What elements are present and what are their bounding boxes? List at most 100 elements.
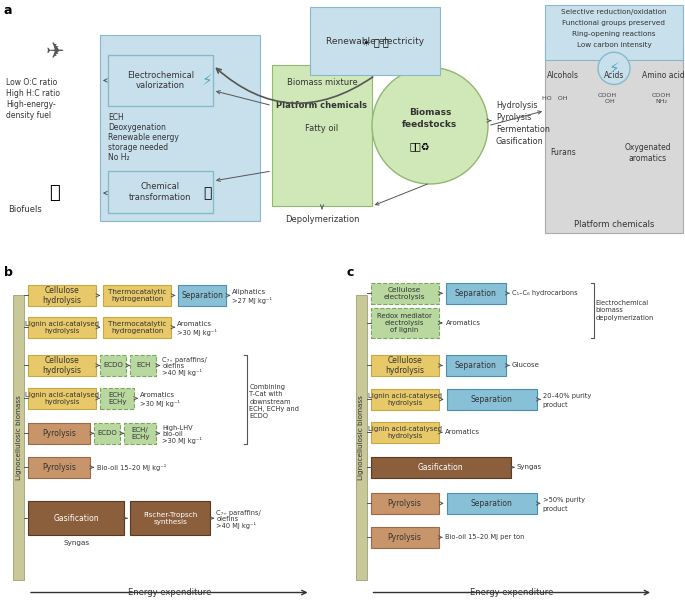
- FancyBboxPatch shape: [371, 422, 438, 443]
- Text: Cellulose
electrolysis: Cellulose electrolysis: [384, 287, 425, 300]
- Text: Ring-opening reactions: Ring-opening reactions: [572, 31, 656, 37]
- Text: Furans: Furans: [550, 148, 576, 157]
- Text: a: a: [4, 4, 12, 17]
- Text: Gasification: Gasification: [418, 463, 464, 472]
- Text: HO   OH: HO OH: [543, 96, 568, 101]
- FancyBboxPatch shape: [28, 388, 96, 409]
- FancyBboxPatch shape: [272, 66, 372, 206]
- Text: ECH: ECH: [136, 362, 151, 368]
- FancyBboxPatch shape: [100, 388, 134, 409]
- Text: Renewable electricity: Renewable electricity: [326, 37, 424, 46]
- Text: Bio-oil 15–20 MJ kg⁻¹: Bio-oil 15–20 MJ kg⁻¹: [97, 464, 166, 471]
- FancyBboxPatch shape: [108, 55, 213, 106]
- FancyBboxPatch shape: [356, 296, 366, 580]
- Circle shape: [598, 52, 630, 85]
- Text: Combining: Combining: [249, 383, 286, 389]
- FancyBboxPatch shape: [103, 285, 171, 306]
- Text: Chemical
transformation: Chemical transformation: [129, 182, 192, 202]
- Text: High-LHV: High-LHV: [162, 425, 193, 431]
- Text: Alcohols: Alcohols: [547, 71, 579, 80]
- Text: Gasification: Gasification: [53, 514, 99, 523]
- FancyBboxPatch shape: [103, 317, 171, 338]
- Text: Renewable energy: Renewable energy: [108, 133, 179, 142]
- Text: Selective reduction/oxidation: Selective reduction/oxidation: [561, 9, 667, 15]
- Text: c: c: [347, 266, 354, 279]
- Text: ECDO: ECDO: [249, 413, 269, 419]
- Text: Biomass mixture: Biomass mixture: [286, 78, 358, 87]
- Text: Biofuels: Biofuels: [8, 205, 42, 213]
- FancyBboxPatch shape: [545, 44, 683, 233]
- Text: Separation: Separation: [471, 499, 512, 508]
- Text: C₇₊ paraffins/: C₇₊ paraffins/: [162, 357, 207, 363]
- Text: >27 MJ kg⁻¹: >27 MJ kg⁻¹: [232, 297, 273, 304]
- Text: Lignin acid-catalysed
hydrolysis: Lignin acid-catalysed hydrolysis: [368, 426, 442, 439]
- FancyBboxPatch shape: [310, 7, 440, 75]
- FancyBboxPatch shape: [100, 35, 260, 221]
- Text: Pyrolysis: Pyrolysis: [42, 429, 76, 438]
- Text: Oxygenated
aromatics: Oxygenated aromatics: [625, 143, 671, 162]
- Text: Thermocatalytic
hydrogenation: Thermocatalytic hydrogenation: [108, 289, 166, 302]
- Text: Gasification: Gasification: [496, 137, 544, 146]
- Text: Lignin acid-catalysed
hydrolysis: Lignin acid-catalysed hydrolysis: [25, 392, 99, 405]
- FancyBboxPatch shape: [28, 423, 90, 444]
- FancyBboxPatch shape: [446, 282, 506, 304]
- Text: High H:C ratio: High H:C ratio: [6, 89, 60, 98]
- FancyBboxPatch shape: [371, 457, 511, 478]
- Text: Low O:C ratio: Low O:C ratio: [6, 78, 58, 87]
- Text: ✈: ✈: [46, 42, 64, 63]
- Text: bio-oil: bio-oil: [162, 432, 183, 438]
- Text: Platform chemicals: Platform chemicals: [574, 220, 654, 229]
- Text: depolymerization: depolymerization: [596, 315, 654, 321]
- FancyBboxPatch shape: [130, 501, 210, 535]
- Text: Low carbon intensity: Low carbon intensity: [577, 42, 651, 48]
- Circle shape: [372, 67, 488, 184]
- Text: Redox mediator
electrolysis
of lignin: Redox mediator electrolysis of lignin: [377, 313, 432, 333]
- Text: Lignin acid-catalysed
hydrolysis: Lignin acid-catalysed hydrolysis: [25, 321, 99, 334]
- Text: product: product: [543, 401, 569, 407]
- Text: feedstocks: feedstocks: [402, 120, 458, 129]
- Text: Aliphatics: Aliphatics: [232, 289, 266, 295]
- Text: >40 MJ kg⁻¹: >40 MJ kg⁻¹: [216, 522, 256, 529]
- Text: Functional groups preserved: Functional groups preserved: [562, 20, 666, 26]
- FancyBboxPatch shape: [371, 308, 438, 338]
- FancyBboxPatch shape: [130, 355, 156, 376]
- Text: Fermentation: Fermentation: [496, 125, 550, 134]
- Text: COOH
   OH: COOH OH: [597, 93, 617, 104]
- Text: Thermocatalytic
hydrogenation: Thermocatalytic hydrogenation: [108, 321, 166, 334]
- Text: Acids: Acids: [603, 71, 624, 80]
- Text: product: product: [543, 505, 569, 511]
- Text: Aromatics: Aromatics: [140, 392, 175, 398]
- Text: Pyrolysis: Pyrolysis: [388, 533, 421, 542]
- Text: 🌿🌲♻: 🌿🌲♻: [410, 141, 430, 151]
- FancyBboxPatch shape: [447, 493, 537, 514]
- Text: T-Cat with: T-Cat with: [249, 391, 283, 397]
- Text: Platform chemicals: Platform chemicals: [277, 101, 367, 110]
- Text: storage needed: storage needed: [108, 143, 168, 152]
- FancyBboxPatch shape: [371, 355, 438, 376]
- Text: Fatty oil: Fatty oil: [306, 124, 338, 133]
- Text: Aromatics: Aromatics: [446, 320, 481, 326]
- Text: Syngas: Syngas: [516, 465, 542, 471]
- Text: Amino acids: Amino acids: [642, 71, 685, 80]
- FancyBboxPatch shape: [28, 317, 96, 338]
- Text: Lignocellulosic biomass: Lignocellulosic biomass: [16, 395, 21, 480]
- Text: ECDO: ECDO: [103, 362, 123, 368]
- Text: Deoxygenation: Deoxygenation: [108, 123, 166, 132]
- FancyBboxPatch shape: [545, 5, 683, 60]
- FancyBboxPatch shape: [28, 285, 96, 306]
- Text: Electrochemical: Electrochemical: [596, 300, 649, 306]
- Text: >30 MJ kg⁻¹: >30 MJ kg⁻¹: [177, 329, 217, 336]
- Text: Hydrolysis: Hydrolysis: [496, 101, 538, 110]
- FancyBboxPatch shape: [100, 355, 126, 376]
- Text: Lignocellulosic biomass: Lignocellulosic biomass: [358, 395, 364, 480]
- Text: >40 MJ kg⁻¹: >40 MJ kg⁻¹: [162, 370, 202, 376]
- Text: Electrochemical
valorization: Electrochemical valorization: [127, 71, 194, 90]
- FancyArrowPatch shape: [216, 69, 373, 103]
- Text: Fischer-Tropsch
synthesis: Fischer-Tropsch synthesis: [143, 511, 197, 525]
- Text: >50% purity: >50% purity: [543, 497, 585, 503]
- Text: ECH: ECH: [108, 112, 124, 121]
- Text: biomass: biomass: [596, 307, 624, 313]
- FancyBboxPatch shape: [178, 285, 226, 306]
- Text: Glucose: Glucose: [512, 362, 540, 368]
- Text: Separation: Separation: [182, 291, 223, 300]
